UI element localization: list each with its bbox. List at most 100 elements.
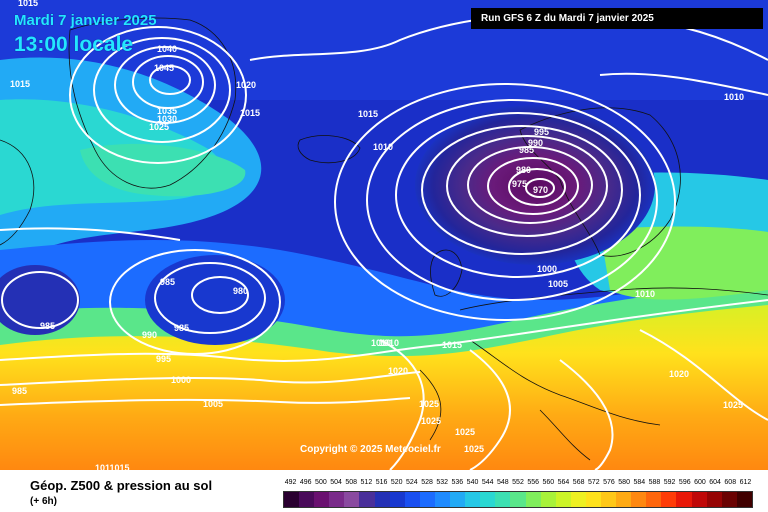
isobar-ring	[149, 65, 191, 95]
isobar-line	[379, 339, 425, 470]
isobar-label: 1010	[379, 338, 399, 348]
isobar-ring	[191, 276, 249, 314]
color-scale-value: 608	[724, 479, 737, 486]
color-swatch	[525, 492, 541, 507]
isobar-label: 1010	[373, 142, 393, 152]
isobar-label: 1005	[548, 279, 568, 289]
uk-coast	[430, 249, 463, 297]
color-swatch	[314, 492, 330, 507]
color-swatch	[510, 492, 526, 507]
color-swatch	[344, 492, 360, 507]
isobar-label: 1005	[203, 399, 223, 409]
isobar-label: 1000	[537, 264, 557, 274]
isobar-line	[0, 227, 181, 241]
isobar-label: 1015	[10, 79, 30, 89]
isobar-label: 1010	[635, 289, 655, 299]
color-scale-value: 504	[330, 479, 342, 486]
isobar-label: 1025	[464, 444, 484, 454]
color-scale-value: 568	[572, 479, 585, 486]
color-swatch	[480, 492, 496, 507]
color-swatch	[404, 492, 420, 507]
color-scale-value: 580	[618, 479, 630, 486]
isobar-label: 1015	[240, 108, 260, 118]
isobar-label: 1015	[442, 340, 462, 350]
isobar-ring	[334, 83, 676, 321]
color-scale-value: 560	[542, 479, 555, 486]
isobar-label: 1025	[455, 427, 475, 437]
isobar-ring	[132, 55, 204, 109]
color-swatch	[585, 492, 601, 507]
isobar-label: 990	[142, 330, 157, 340]
color-scale-value: 584	[633, 479, 646, 486]
color-scale-value: 596	[678, 479, 691, 486]
color-swatch	[555, 492, 571, 507]
isobar-label: 1025	[149, 122, 169, 132]
isobar-label: 1015	[18, 0, 38, 8]
color-scale-value: 588	[648, 479, 661, 486]
far-west-low-area	[0, 265, 80, 335]
color-scale-value: 592	[663, 479, 676, 486]
isobar-label: 1020	[236, 80, 256, 90]
color-swatch	[434, 492, 451, 507]
color-scale-bar	[283, 491, 753, 508]
color-scale: 492 496 500 504 508 512 516 520 524 528 532 536 540 5…	[283, 479, 753, 509]
color-scale-value: 552	[512, 479, 524, 486]
isobar-label: 985	[519, 145, 534, 155]
color-scale-labels: 492 496 500 504 508 512 516 520 524 528 532 536 540 5…	[283, 479, 753, 489]
color-scale-value: 520	[390, 479, 403, 486]
isobar-line	[559, 359, 614, 470]
isobar-ring	[421, 125, 623, 255]
isobar-ring	[114, 46, 216, 124]
isobar-label: 995	[156, 354, 171, 364]
color-scale-value: 544	[481, 479, 494, 486]
color-swatch	[631, 492, 647, 507]
color-scale-value: 612	[739, 479, 752, 486]
isobar-label: 1030	[157, 114, 177, 124]
color-scale-value: 508	[345, 479, 358, 486]
isobar-ring	[487, 157, 579, 215]
isobar-label: 1011015	[95, 463, 130, 470]
color-swatch	[661, 492, 677, 507]
isobar-ring	[109, 249, 281, 355]
legend-panel: Géop. Z500 & pression au sol (+ 6h) 492 4…	[0, 470, 768, 512]
isobar-label: 1025	[419, 399, 439, 409]
color-swatch	[646, 492, 662, 507]
isobar-ring	[467, 146, 593, 224]
isobar-line	[599, 72, 768, 96]
isobar-ring	[1, 271, 79, 329]
color-scale-value: 500	[315, 479, 327, 486]
color-scale-value: 516	[375, 479, 388, 486]
isobar-label: 995	[534, 127, 549, 137]
color-scale-value: 604	[709, 479, 721, 486]
color-swatch	[706, 492, 722, 507]
color-scale-value: 564	[557, 479, 570, 486]
isobar-label: 985	[174, 323, 189, 333]
isobar-label: 1015	[358, 109, 378, 119]
color-scale-value: 532	[436, 479, 449, 486]
isobar-ring	[366, 99, 658, 301]
isobar-label: 985	[160, 277, 175, 287]
color-swatch	[570, 492, 586, 507]
color-swatch	[465, 492, 481, 507]
color-swatch	[600, 492, 617, 507]
isobar-label: 1035	[157, 106, 177, 116]
run-info: Run GFS 6 Z du Mardi 7 janvier 2025	[471, 8, 763, 29]
isobar-label: 1045	[154, 63, 174, 73]
weather-map: 1015 1040 1045 1020 1015 1035 1030 1025 …	[0, 0, 768, 470]
color-scale-value: 536	[451, 479, 464, 486]
color-scale-value: 600	[694, 479, 706, 486]
map-canvas: 1015 1040 1045 1020 1015 1035 1030 1025 …	[0, 0, 768, 470]
color-swatch	[359, 492, 375, 507]
canada-coast	[0, 139, 34, 246]
color-swatch	[736, 492, 752, 507]
scandinavia-coast	[519, 107, 681, 257]
isobar-label: 1000	[171, 375, 191, 385]
isobar-label: 1025	[421, 416, 441, 426]
color-swatch	[284, 492, 300, 507]
isobar-ring	[395, 112, 641, 278]
color-scale-value: 556	[527, 479, 539, 486]
isobar-label: 985	[12, 386, 27, 396]
color-swatch	[329, 492, 345, 507]
isobar-label: 1010	[371, 338, 391, 348]
color-swatch	[495, 492, 511, 507]
